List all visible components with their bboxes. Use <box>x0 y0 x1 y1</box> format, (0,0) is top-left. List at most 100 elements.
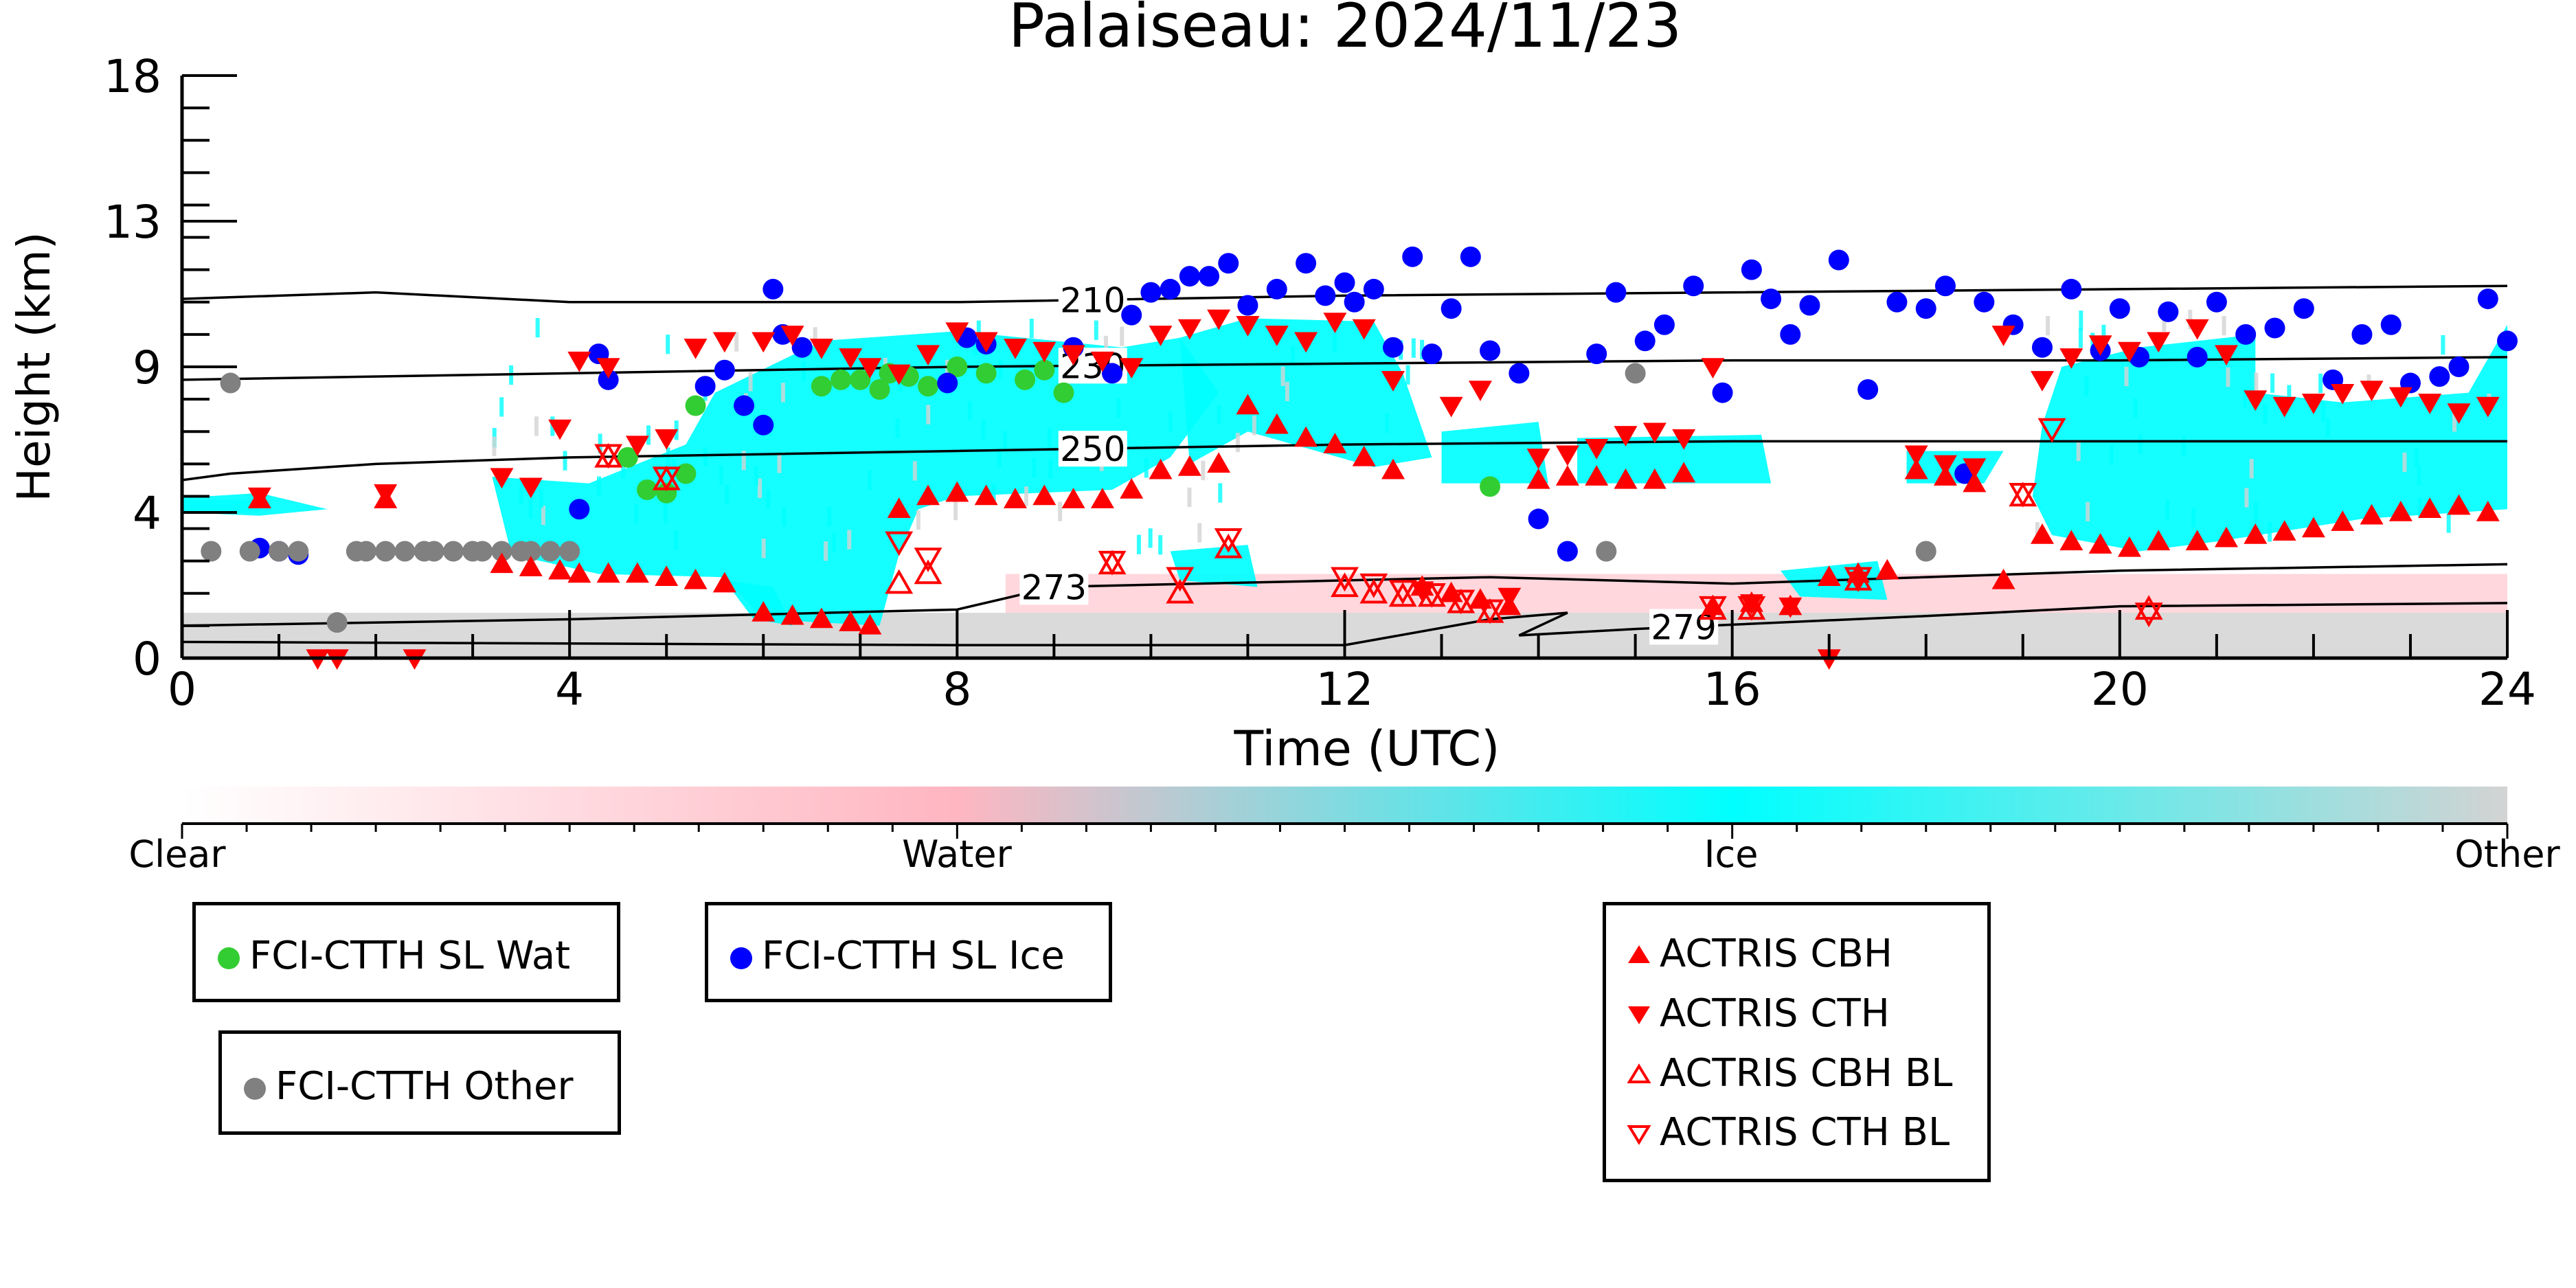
data-point <box>1605 282 1627 303</box>
data-point <box>1634 330 1656 352</box>
data-point <box>239 541 260 562</box>
phase-texture <box>1058 501 1063 521</box>
data-point <box>1098 550 1127 576</box>
data-point <box>2147 530 2171 551</box>
isotherm-250 <box>182 440 2507 482</box>
data-point <box>2360 381 2384 401</box>
data-point <box>1003 488 1027 508</box>
phase-texture <box>2418 497 2423 517</box>
colorbar-label-other: Other <box>2454 833 2560 876</box>
data-point <box>472 541 493 562</box>
data-point <box>752 332 776 353</box>
data-point <box>594 444 623 469</box>
data-point <box>519 477 543 499</box>
red-triangle-down-icon <box>1628 1006 1650 1024</box>
legend-box-water: FCI-CTTH SL Wat <box>192 902 620 1002</box>
data-point <box>850 369 871 390</box>
data-point <box>914 547 942 572</box>
phase-texture <box>598 433 602 453</box>
data-point <box>569 499 590 520</box>
data-point <box>520 541 541 562</box>
data-point <box>1032 341 1057 363</box>
series-fci-ctth-other <box>201 363 1936 633</box>
phase-texture <box>519 484 523 504</box>
data-point <box>1265 413 1289 434</box>
phase-texture <box>2035 522 2040 542</box>
data-point <box>490 468 514 489</box>
phase-texture <box>824 541 828 561</box>
data-point <box>683 568 708 589</box>
isotherm-label: 250 <box>1060 429 1125 469</box>
data-point <box>918 376 939 397</box>
data-point <box>2187 346 2208 368</box>
phase-texture <box>2182 436 2187 456</box>
data-point <box>1334 272 1355 293</box>
data-point <box>1857 379 1879 400</box>
data-point <box>1778 597 1803 618</box>
data-point <box>1460 246 1481 267</box>
data-point <box>1904 458 1928 479</box>
data-point <box>2477 289 2498 310</box>
phase-texture <box>981 420 986 440</box>
phase-texture <box>1187 394 1192 414</box>
phase-ice-region-1 <box>1179 318 1432 468</box>
data-point <box>625 562 649 583</box>
y-tick-label: 0 <box>133 633 161 686</box>
data-point <box>885 569 914 594</box>
data-point <box>947 357 968 377</box>
data-point <box>858 613 882 635</box>
phase-texture <box>1024 486 1028 506</box>
data-point <box>685 395 706 416</box>
phase-texture <box>2243 389 2248 409</box>
phase-texture <box>780 383 785 403</box>
data-point <box>1315 285 1336 306</box>
data-point <box>1207 452 1231 473</box>
phase-texture <box>782 507 787 527</box>
data-point <box>375 541 396 562</box>
data-point <box>1352 319 1376 340</box>
data-point <box>1149 458 1173 479</box>
phase-texture <box>2076 441 2081 462</box>
y-axis-label: Height (km) <box>8 231 60 501</box>
data-point <box>683 338 708 359</box>
phase-texture <box>1252 416 1256 436</box>
phase-texture <box>2191 508 2196 528</box>
phase-texture <box>2254 502 2259 522</box>
phase-texture <box>1032 457 1037 477</box>
data-point <box>326 612 348 633</box>
phase-texture <box>2254 372 2259 392</box>
legend-box-other: FCI-CTTH Other <box>218 1030 621 1135</box>
data-point <box>2117 536 2141 557</box>
phase-texture <box>1187 487 1192 508</box>
phase-texture <box>2446 513 2451 533</box>
data-point <box>734 395 755 416</box>
phase-texture <box>801 361 806 381</box>
phase-texture <box>2441 335 2445 355</box>
data-point <box>1555 445 1579 466</box>
data-point <box>839 348 863 369</box>
phase-texture <box>1385 414 1390 433</box>
phase-texture <box>666 335 670 354</box>
phase-texture <box>973 335 978 355</box>
phase-texture <box>1405 365 1410 385</box>
data-point <box>2447 403 2471 424</box>
phase-texture <box>1420 339 1425 360</box>
data-point <box>625 436 649 457</box>
isotherm-273 <box>182 563 2507 627</box>
data-point <box>753 414 774 436</box>
data-point <box>491 541 512 562</box>
data-point <box>1555 465 1579 486</box>
phase-texture <box>976 320 981 340</box>
phase-texture <box>832 532 837 552</box>
data-point <box>1090 351 1114 372</box>
phase-texture <box>2321 402 2326 422</box>
data-point <box>2476 396 2500 418</box>
data-point <box>2447 494 2471 515</box>
data-point <box>1061 345 1085 366</box>
phase-ice-region-2 <box>1441 422 1548 484</box>
data-point <box>442 541 464 562</box>
phase-texture <box>998 359 1003 379</box>
data-point <box>1323 313 1347 334</box>
legend-label: ACTRIS CTH BL <box>1660 1110 1950 1155</box>
